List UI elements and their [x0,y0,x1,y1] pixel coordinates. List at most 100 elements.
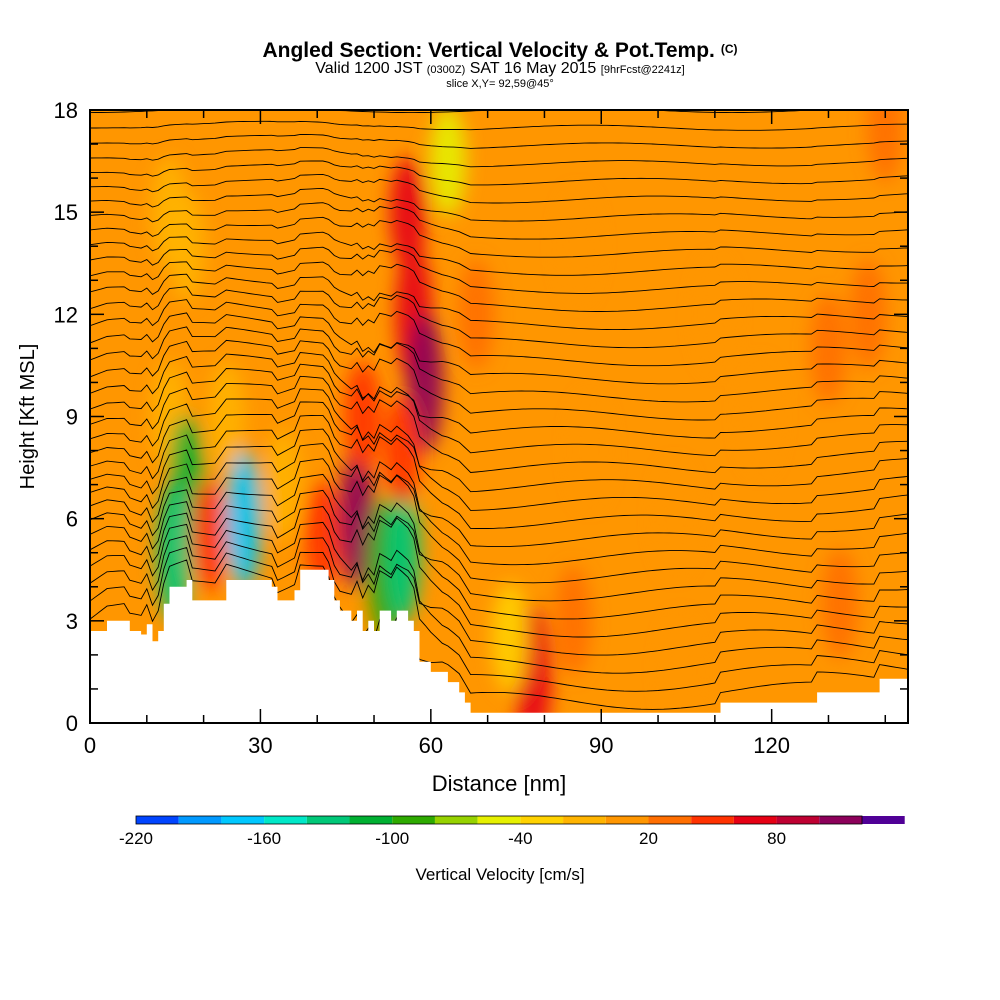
isentrope-line [90,489,908,620]
colorbar-swatch [733,816,777,824]
x-tick-label: 90 [589,733,613,758]
chart-title: Angled Section: Vertical Velocity & Pot.… [0,37,1000,63]
colorbar-swatch [776,816,820,824]
velocity-cell [821,548,859,659]
isentrope-line [90,273,908,331]
velocity-cell [168,191,205,302]
isentrope-line [90,458,908,584]
isentrope-line [90,428,908,548]
velocity-cell [867,110,904,183]
forecast-label: [9hrFcst@2241z] [600,64,685,76]
y-axis-label: Height [Kft MSL] [17,344,39,490]
velocity-cell [429,110,467,217]
x-tick-label: 120 [753,733,790,758]
colorbar-tick-label: -160 [247,829,281,848]
isentrope-line [90,299,908,367]
colorbar-swatch [819,816,862,824]
y-tick-label: 15 [54,200,78,225]
title-unit: (C) [720,42,738,56]
colorbar-swatch [862,816,905,824]
valid-prefix: Valid 1200 JST [315,60,423,77]
colorbar-swatch [520,816,564,824]
velocity-cell [656,463,694,574]
velocity-cell [458,259,495,370]
isentrope-line [90,363,908,457]
isentrope-line [90,120,908,131]
x-tick-label: 60 [419,733,443,758]
velocity-cell [225,448,262,589]
x-tick-label: 0 [84,733,96,758]
isentrope-line [90,521,908,656]
colorbar-swatch [264,816,307,824]
isentrope-line [90,312,908,385]
isentrope-line [90,261,908,312]
isentrope-line [90,535,908,674]
isentrope-line [90,559,908,710]
velocity-cell [571,395,609,506]
velocity-cell [191,480,228,591]
isentrope-line [90,473,908,602]
colorbar-swatch [392,816,435,824]
isentrope-line [90,326,908,403]
velocity-cell [696,259,734,370]
velocity-cell [389,157,427,268]
y-tick-label: 18 [54,98,78,123]
isentrope-line [90,375,908,474]
chart-subtitle: Valid 1200 JST (0300Z) SAT 16 May 2015 [… [0,61,1000,78]
colorbar-tick-label: -220 [119,829,153,848]
colorbar-swatch [349,816,393,824]
velocity-cell [384,395,421,506]
colorbar-tick-label: 20 [639,829,658,848]
colorbar-tick-label: -100 [375,829,409,848]
y-tick-label: 0 [66,711,78,736]
isentrope-line [90,246,908,294]
isentrope-line [90,231,908,276]
colorbar-swatch [605,816,649,824]
y-tick-label: 9 [66,405,78,430]
velocity-cell [384,482,421,623]
isentrope-line [90,401,908,511]
isentrope-line [90,187,908,222]
valid-utc: (0300Z) [426,64,466,76]
valid-date: SAT 16 May 2015 [469,60,597,77]
isentrope-line [90,546,908,692]
y-tick-label: 3 [66,609,78,634]
colorbar-swatch [178,816,222,824]
isentrope-line [90,133,908,149]
velocity-cell [338,448,376,589]
velocity-cell [344,361,381,472]
isentrope-line [90,174,908,204]
x-tick-label: 30 [248,733,272,758]
colorbar-swatch [563,816,606,824]
isentrope-line [90,352,908,439]
isentrope-line [90,443,908,566]
x-axis-label: Distance [nm] [432,771,567,796]
colorbar-swatch [648,816,692,824]
colorbar-swatch [221,816,265,824]
isentrope-line [90,388,908,493]
colorbar-frame [135,815,863,825]
velocity-cell [264,429,302,540]
isentrope-line [90,147,908,168]
isentrope-line [90,160,908,186]
velocity-cell [492,582,529,693]
velocity-cell [208,361,245,472]
colorbar-swatch [306,816,350,824]
velocity-cell [810,293,847,404]
y-tick-label: 6 [66,507,78,532]
velocity-cell [742,361,779,472]
isentrope-line [90,202,908,240]
colorbar-swatch [434,816,478,824]
terrain [90,569,908,723]
velocity-cell [662,616,699,723]
slice-label: slice X,Y= 92,59@45° [446,78,554,90]
colorbar-swatch [477,816,521,824]
isentrope-line [90,506,908,638]
colorbar-swatch [691,816,734,824]
isentrope-line [90,339,908,421]
isentrope-line [90,414,908,529]
colorbar-label: Vertical Velocity [cm/s] [415,865,584,884]
isentrope-line [90,286,908,349]
y-tick-label: 12 [54,302,78,327]
